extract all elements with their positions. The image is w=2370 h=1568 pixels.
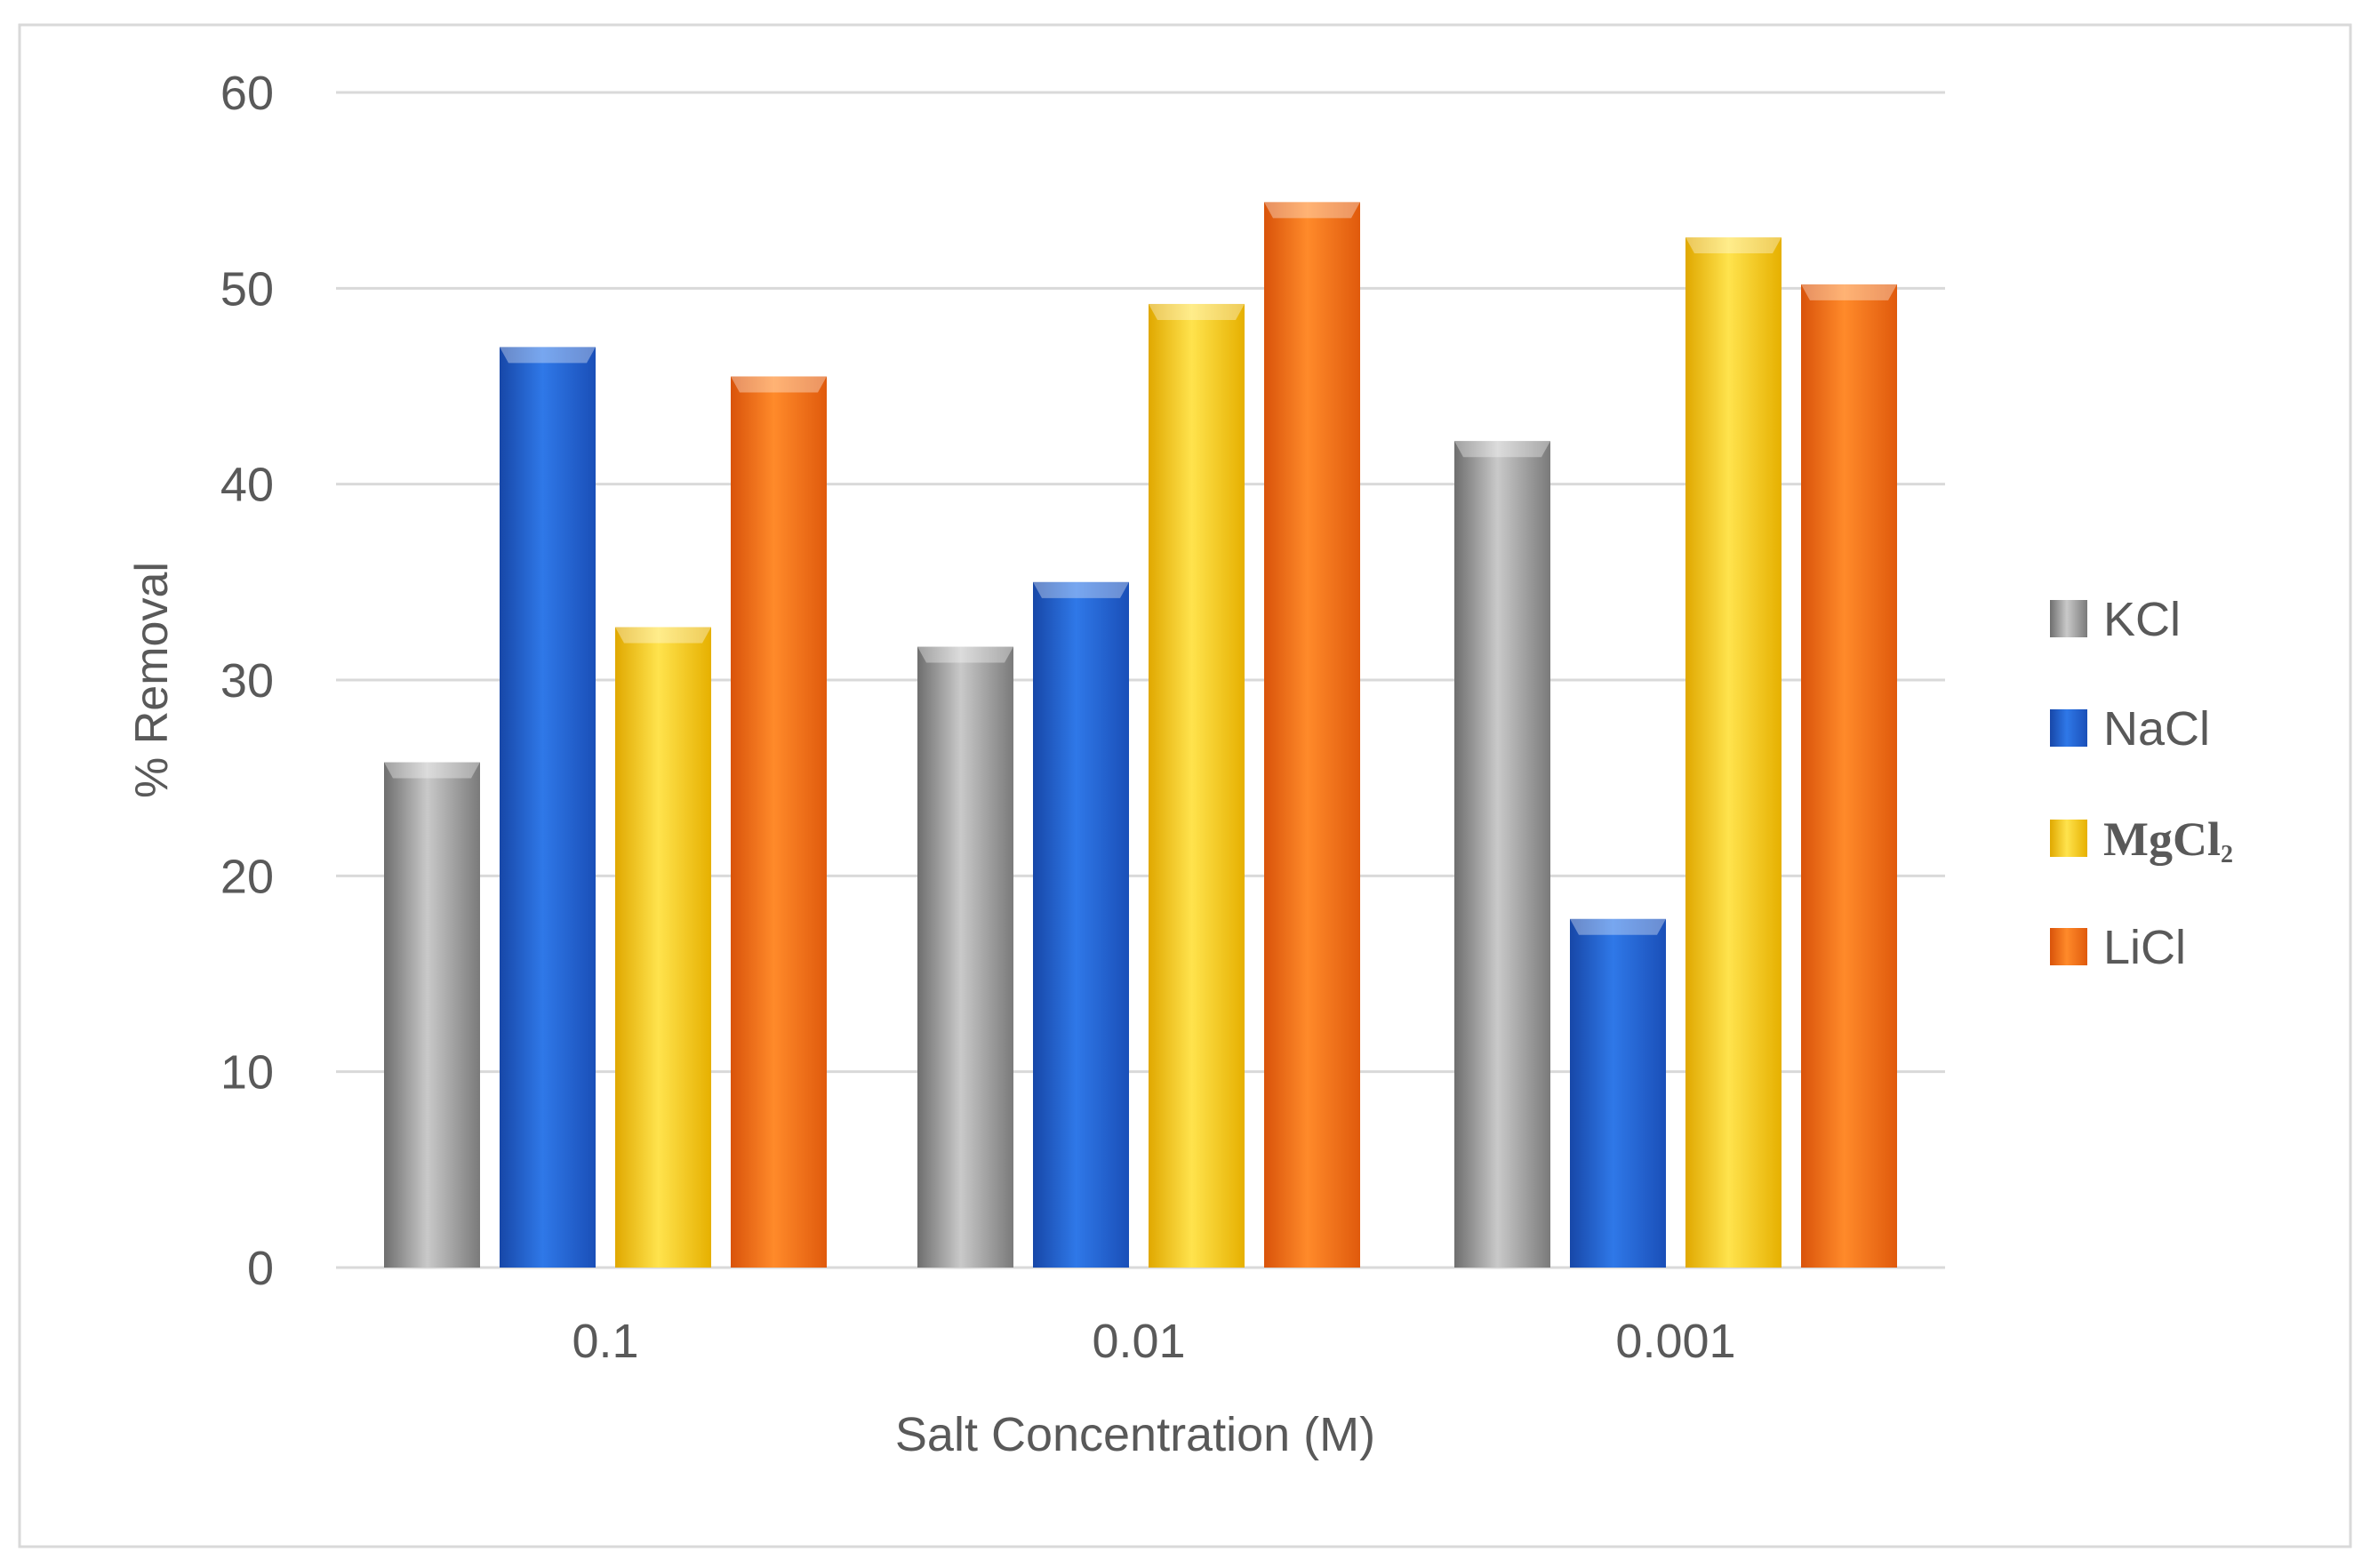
y-tick-label: 20: [220, 850, 274, 903]
bar-cap: [1454, 441, 1550, 458]
bar-kcl-0.01: [917, 646, 1013, 1268]
x-axis-tick-labels: 0.1 0.01 0.001: [572, 1315, 1735, 1368]
bar-cap: [1033, 581, 1129, 598]
bar-cap: [1149, 303, 1245, 320]
bar-mgcl2-0.1: [615, 627, 711, 1268]
bar-cap: [1801, 284, 1897, 300]
legend-swatch-nacl: [2050, 709, 2087, 747]
bar-cap: [500, 347, 596, 364]
y-tick-label: 0: [247, 1242, 274, 1295]
bars: [384, 202, 1897, 1268]
bar-licl-0.1: [731, 376, 827, 1268]
bar-nacl-0.001: [1570, 918, 1666, 1268]
legend-label-kcl: KCl: [2103, 593, 2181, 646]
legend-label-nacl: NaCl: [2103, 702, 2210, 756]
legend-label-subscript: 2: [2221, 841, 2233, 868]
y-tick-label: 40: [220, 459, 274, 512]
bar-mgcl2-0.01: [1149, 303, 1245, 1268]
y-tick-label: 30: [220, 654, 274, 708]
bar-cap: [1685, 237, 1782, 254]
legend-swatch-licl: [2050, 928, 2087, 965]
y-axis-label: % Removal: [126, 562, 178, 798]
bar-licl-0.01: [1264, 202, 1360, 1268]
x-tick-label: 0.01: [1092, 1315, 1185, 1368]
bar-cap: [1264, 202, 1360, 219]
bar-nacl-0.1: [500, 347, 596, 1268]
bar-cap: [731, 376, 827, 393]
bar-nacl-0.01: [1033, 581, 1129, 1268]
legend-label-text: MgCl: [2103, 812, 2221, 866]
bar-mgcl2-0.001: [1685, 237, 1782, 1268]
x-axis-label: Salt Concentration (M): [895, 1408, 1375, 1461]
legend-swatch-kcl: [2050, 600, 2087, 637]
legend-label-licl: LiCl: [2103, 921, 2186, 974]
x-tick-label: 0.1: [572, 1315, 638, 1368]
y-tick-label: 60: [220, 67, 274, 120]
bar-kcl-0.001: [1454, 441, 1550, 1268]
gridlines: [336, 91, 1945, 1269]
bar-kcl-0.1: [384, 762, 480, 1268]
bar-licl-0.001: [1801, 284, 1897, 1268]
bar-cap: [615, 627, 711, 644]
bar-cap: [917, 646, 1013, 663]
x-tick-label: 0.001: [1615, 1315, 1735, 1368]
y-tick-label: 10: [220, 1046, 274, 1100]
legend-swatch-mgcl2: [2050, 820, 2087, 857]
legend: KCl NaCl MgCl2 LiCl: [2050, 593, 2233, 974]
legend-label-mgcl2: MgCl2: [2103, 812, 2233, 868]
bar-cap: [384, 762, 480, 779]
y-tick-label: 50: [220, 262, 274, 316]
y-axis-tick-labels: 0 10 20 30 40 50 60: [220, 67, 274, 1295]
bar-cap: [1570, 918, 1666, 935]
